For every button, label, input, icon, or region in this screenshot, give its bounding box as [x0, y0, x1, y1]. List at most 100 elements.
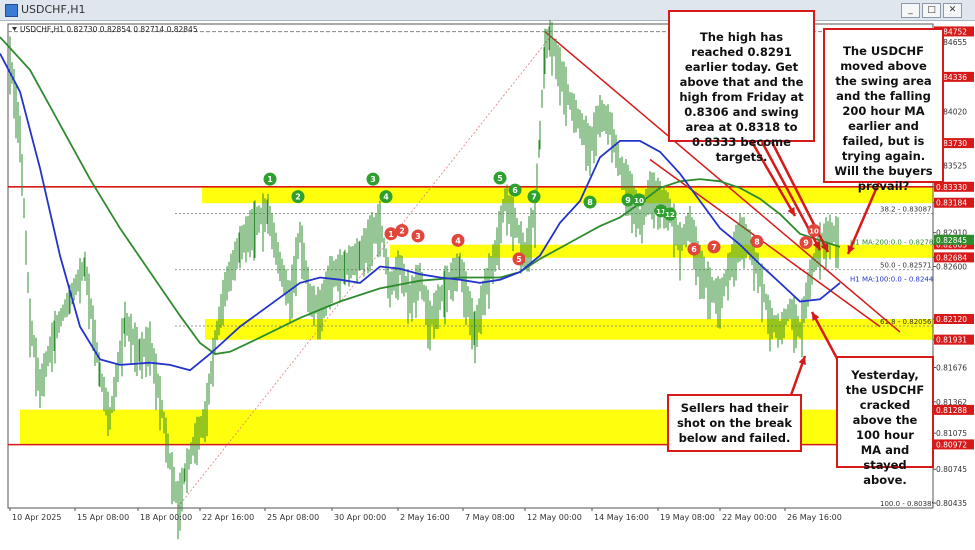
- arrowhead-icon: [812, 241, 820, 250]
- red-test-marker-number: 10: [809, 227, 819, 235]
- price-tick-label: 0.83184: [936, 199, 967, 208]
- price-tick-label: 0.81931: [936, 336, 967, 345]
- red-test-marker: 9: [799, 236, 813, 250]
- red-test-marker-number: 8: [754, 237, 760, 246]
- red-test-marker-number: 3: [415, 232, 421, 241]
- red-test-marker: 7: [707, 240, 721, 254]
- annotation-box-200ma: The USDCHF moved above the swing area an…: [823, 28, 944, 193]
- price-tag-highlight: [934, 138, 974, 149]
- time-tick-label: 22 May 00:00: [722, 513, 777, 522]
- annotation-box-targets: The high has reached 0.8291 earlier toda…: [668, 10, 815, 164]
- price-tag-highlight: [934, 404, 974, 415]
- green-test-marker: 5: [493, 171, 507, 185]
- annotation-text: The USDCHF moved above the swing area an…: [834, 44, 933, 193]
- green-test-marker-number: 4: [383, 193, 389, 202]
- red-test-marker-circle: [687, 242, 701, 256]
- price-tag-highlight: [934, 334, 974, 345]
- time-tick-label: 2 May 16:00: [400, 513, 450, 522]
- green-test-marker-number: 2: [295, 193, 301, 202]
- red-test-marker: 10: [807, 223, 821, 237]
- arrowhead-icon: [812, 312, 820, 321]
- green-test-marker-number: 6: [512, 186, 518, 195]
- green-test-marker-number: 8: [587, 198, 593, 207]
- trend-line: [649, 158, 881, 328]
- green-test-marker-number: 3: [370, 175, 376, 184]
- green-test-marker: 6: [508, 183, 522, 197]
- price-tick-label: 0.83730: [936, 139, 967, 148]
- green-test-marker-number: 1: [267, 175, 273, 184]
- red-test-marker-number: 6: [691, 245, 697, 254]
- price-tag-highlight: [934, 26, 974, 37]
- red-test-marker-number: 9: [803, 239, 809, 248]
- time-tick-label: 15 Apr 08:00: [77, 513, 129, 522]
- current-price-tag: [934, 234, 974, 245]
- price-tick-label: 0.82910: [936, 229, 967, 238]
- green-test-marker: 4: [379, 190, 393, 204]
- price-tag-highlight: [934, 439, 974, 450]
- red-test-marker-circle: [750, 234, 764, 248]
- red-test-marker: 4: [451, 233, 465, 247]
- green-test-marker: 1: [263, 172, 277, 186]
- red-test-marker: 6: [687, 242, 701, 256]
- chart-area[interactable]: 38.2 - 0.83087 50.0 - 0.82571 61.8 - 0.820…: [0, 10, 975, 550]
- time-tick-label: 7 May 08:00: [465, 513, 515, 522]
- annotation-box-sellers: Sellers had their shot on the break belo…: [667, 394, 802, 452]
- green-test-marker-circle: [291, 190, 305, 204]
- price-tick-label: 0.83525: [936, 161, 967, 170]
- price-tick-label: 0.81362: [936, 398, 967, 407]
- annotation-text: Sellers had their shot on the break belo…: [676, 401, 793, 445]
- arrowhead-icon: [798, 356, 806, 365]
- red-test-marker-number: 2: [399, 226, 405, 235]
- time-tick-label: 12 May 00:00: [527, 513, 582, 522]
- red-test-marker-number: 7: [711, 243, 717, 252]
- price-candles: [9, 20, 839, 540]
- support-resistance-zone: [205, 318, 933, 340]
- time-tick-label: 30 Apr 00:00: [334, 513, 386, 522]
- annotation-text: The high has reached 0.8291 earlier toda…: [679, 30, 804, 164]
- price-tick-label: 0.80745: [936, 465, 967, 474]
- price-tick-label: 0.84020: [936, 107, 967, 116]
- price-tag-highlight: [934, 197, 974, 208]
- green-test-marker-number: 10: [634, 197, 644, 205]
- green-test-marker-circle: [621, 193, 635, 207]
- price-tick-label: 0.81676: [936, 363, 967, 372]
- red-test-marker: 3: [411, 229, 425, 243]
- price-tick-label: 0.83330: [936, 183, 967, 192]
- support-resistance-zone: [202, 186, 933, 204]
- time-tick-label: 19 May 08:00: [660, 513, 715, 522]
- green-test-marker-number: 7: [531, 193, 537, 202]
- price-tick-label: 0.81075: [936, 429, 967, 438]
- maximize-button[interactable]: □: [922, 3, 941, 18]
- green-test-marker-circle: [379, 190, 393, 204]
- green-test-marker-circle: [263, 172, 277, 186]
- green-test-marker: 3: [366, 172, 380, 186]
- price-tick-label: 0.81288: [936, 406, 967, 415]
- red-test-marker: 2: [395, 223, 409, 237]
- time-tick-label: 14 May 16:00: [594, 513, 649, 522]
- price-tick-label: 0.82684: [936, 253, 967, 262]
- green-test-marker-number: 5: [497, 174, 503, 183]
- time-tick-label: 25 Apr 08:00: [267, 513, 319, 522]
- title-bar: USDCHF,H1 _ □ ✕: [0, 0, 975, 21]
- fib-level-label: 100.0 - 0.80389: [880, 500, 936, 508]
- red-test-marker-circle: [707, 240, 721, 254]
- time-tick-label: 22 Apr 16:00: [202, 513, 254, 522]
- green-test-marker: 10: [632, 193, 646, 207]
- current-price-label: 0.82845: [936, 236, 967, 245]
- green-test-marker: 8: [583, 195, 597, 209]
- moving-average-line: [0, 53, 841, 372]
- arrowhead-icon: [787, 207, 795, 216]
- price-tick-label: 0.84336: [936, 73, 967, 82]
- time-tick-label: 18 Apr 00:00: [140, 513, 192, 522]
- annotation-box-100ma: Yesterday, the USDCHF cracked above the …: [836, 356, 934, 487]
- annotation-arrow: [846, 179, 882, 255]
- price-tick-label: 0.82803: [936, 240, 967, 249]
- close-button[interactable]: ✕: [943, 3, 962, 18]
- minimize-button[interactable]: _: [901, 3, 920, 18]
- fib-level-label: 50.0 - 0.82571: [880, 262, 932, 270]
- fib-level-label: 38.2 - 0.83087: [880, 205, 932, 213]
- red-test-marker: 8: [750, 234, 764, 248]
- price-tag-highlight: [934, 252, 974, 263]
- red-test-marker-circle: [395, 223, 409, 237]
- green-test-marker-number: 12: [665, 211, 675, 219]
